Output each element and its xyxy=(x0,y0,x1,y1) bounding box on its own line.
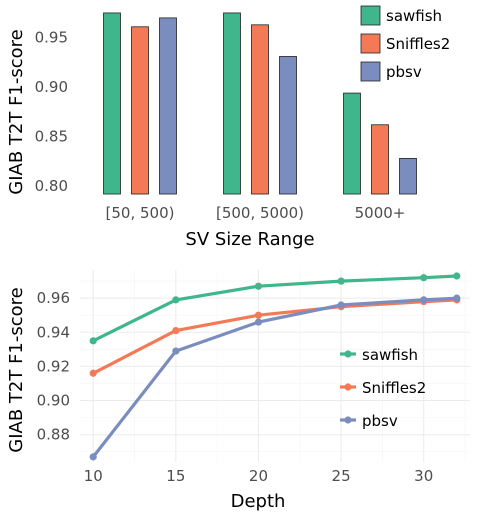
legend-swatch xyxy=(360,61,381,82)
x-tick-label: 15 xyxy=(166,467,185,485)
y-tick-label: 0.92 xyxy=(37,357,70,375)
data-point xyxy=(420,274,428,282)
legend-label: pbsv xyxy=(362,412,398,430)
legend-label: Sniffles2 xyxy=(362,379,426,397)
series-line xyxy=(91,296,457,458)
data-point xyxy=(337,301,345,309)
x-axis-title: Depth xyxy=(231,491,286,512)
data-point xyxy=(89,453,97,461)
y-tick-label: 0.94 xyxy=(37,323,70,341)
x-tick-label: [500, 5000) xyxy=(216,204,304,222)
data-point xyxy=(453,294,461,302)
series-line xyxy=(92,298,457,375)
y-tick-label: 0.85 xyxy=(35,128,68,146)
y-tick-label: 0.95 xyxy=(35,29,68,47)
x-tick-label: [50, 500) xyxy=(106,204,175,222)
data-point xyxy=(337,277,345,285)
data-point xyxy=(89,337,97,345)
bar xyxy=(159,17,177,195)
x-axis-title: SV Size Range xyxy=(185,229,314,250)
x-tick-label: 20 xyxy=(249,467,268,485)
x-tick-label: 5000+ xyxy=(355,204,406,222)
y-axis-title: GIAB T2T F1-score xyxy=(6,287,27,452)
legend-swatch-marker xyxy=(344,416,352,424)
data-point xyxy=(254,311,263,319)
x-tick-label: 25 xyxy=(332,467,351,485)
x-tick-label: 10 xyxy=(84,467,103,485)
data-point xyxy=(172,326,180,335)
data-point xyxy=(172,296,180,304)
legend-swatch xyxy=(360,5,381,26)
y-tick-label: 0.80 xyxy=(35,177,68,195)
bar-chart-panel: 0.80 0.85 0.90 0.95 [50, 500) [500, 5000) 5000… xyxy=(6,5,450,250)
legend-label: Sniffles2 xyxy=(386,35,450,53)
legend-label: sawfish xyxy=(362,346,418,364)
y-axis-title: GIAB T2T F1-score xyxy=(6,29,27,194)
bar xyxy=(251,24,269,195)
x-tick-label: 30 xyxy=(414,467,433,485)
bar xyxy=(279,56,297,195)
legend-label: pbsv xyxy=(386,63,422,81)
legend-swatch-marker xyxy=(344,383,352,391)
legend-label: sawfish xyxy=(386,7,442,25)
y-tick-label: 0.90 xyxy=(37,392,70,410)
bar xyxy=(399,157,417,195)
bar xyxy=(223,12,241,195)
legend-swatch xyxy=(360,33,381,54)
legend-swatch-marker xyxy=(344,350,352,358)
data-point xyxy=(254,282,263,290)
bar xyxy=(371,124,389,195)
data-point xyxy=(420,296,428,304)
bar xyxy=(103,12,121,195)
y-tick-label: 0.90 xyxy=(35,78,68,96)
y-tick-label: 0.96 xyxy=(37,289,70,307)
legend: sawfish Sniffles2 pbsv xyxy=(360,5,450,82)
line-chart-panel: 10 15 20 25 30 0.88 0.90 0.92 0.94 0.96 Depth GIAB … xyxy=(6,270,470,512)
data-point xyxy=(453,272,461,280)
y-tick-label: 0.88 xyxy=(37,426,70,444)
bar xyxy=(343,92,361,195)
data-point xyxy=(89,369,97,377)
series-line xyxy=(92,274,457,343)
bar xyxy=(131,26,149,195)
data-point xyxy=(254,318,263,326)
data-point xyxy=(172,347,180,355)
legend: sawfish Sniffles2 pbsv xyxy=(340,346,426,430)
